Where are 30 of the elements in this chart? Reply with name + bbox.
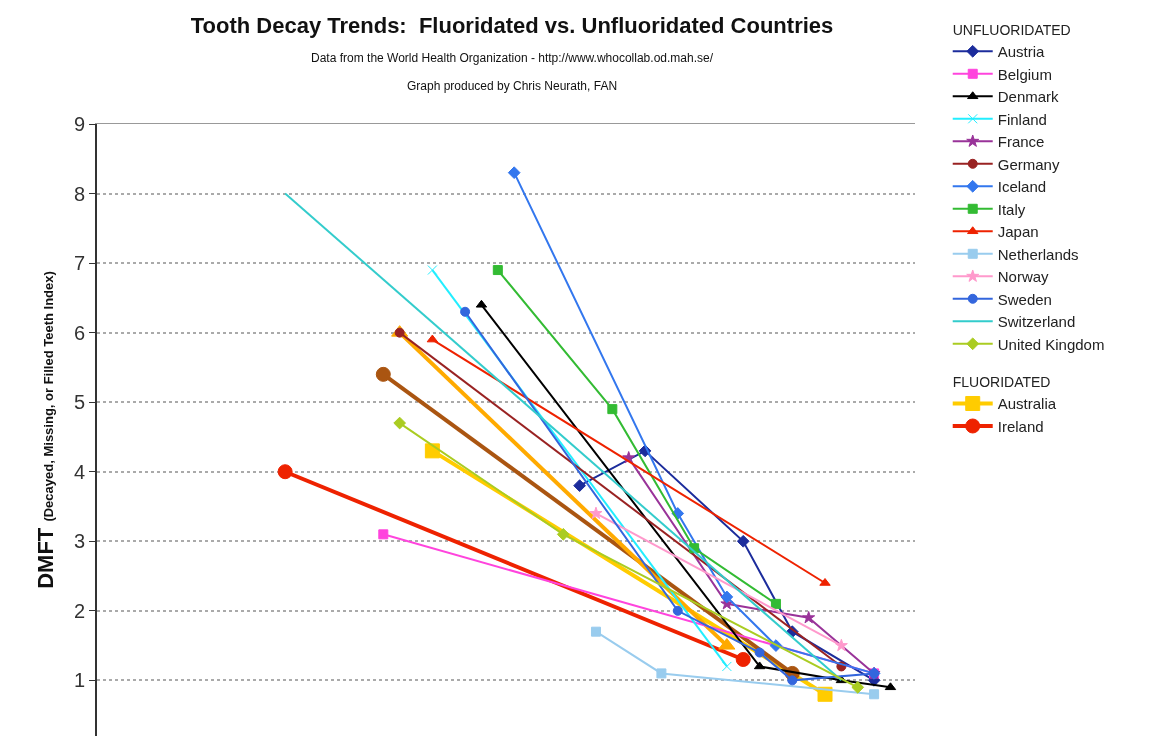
y-tick-label: 7 bbox=[73, 252, 85, 275]
legend-label: Netherlands bbox=[997, 245, 1079, 263]
legend-label: Japan bbox=[997, 223, 1039, 241]
y-tick-label: 5 bbox=[73, 391, 85, 414]
y-tick-label: 6 bbox=[73, 321, 85, 344]
legend-label: Sweden bbox=[997, 290, 1052, 308]
y-tick-label: 4 bbox=[73, 460, 85, 483]
chart-title: Tooth Decay Trends: Fluoridated vs. Unfluoridated Countries bbox=[190, 13, 834, 39]
y-tick-label: 2 bbox=[73, 599, 85, 622]
legend-label: Italy bbox=[997, 200, 1026, 218]
legend-label: United Kingdom bbox=[997, 335, 1105, 353]
legend-label: Austria bbox=[997, 43, 1046, 61]
y-tick-label: 1 bbox=[73, 669, 85, 692]
legend-label: Ireland bbox=[997, 417, 1044, 435]
text: Data from the World Health Organization - http://www.whocollab.od.mah.se/ Graph produced by Chris Neurath, FAN bbox=[311, 50, 714, 94]
legend-title: FLUORIDATED bbox=[952, 374, 1051, 391]
legend-label: Switzerland bbox=[997, 313, 1076, 331]
y-tick-label: 8 bbox=[73, 182, 85, 205]
legend-label: Germany bbox=[997, 155, 1060, 173]
legend-label: Iceland bbox=[997, 178, 1047, 196]
y-axis-title: DMFT (Decayed, Missing, or Filled Teeth Index) bbox=[33, 271, 59, 589]
legend-label: Belgium bbox=[997, 65, 1052, 83]
legend-label: Norway bbox=[997, 268, 1050, 286]
legend-title: UNFLUORIDATED bbox=[952, 21, 1071, 38]
legend-label: France bbox=[997, 133, 1045, 151]
legend-label: Denmark bbox=[997, 88, 1060, 106]
legend-label: Finland bbox=[997, 110, 1047, 128]
legend-label: Australia bbox=[997, 395, 1057, 413]
y-tick-label: 9 bbox=[73, 113, 85, 135]
y-tick-label: 3 bbox=[73, 530, 85, 553]
